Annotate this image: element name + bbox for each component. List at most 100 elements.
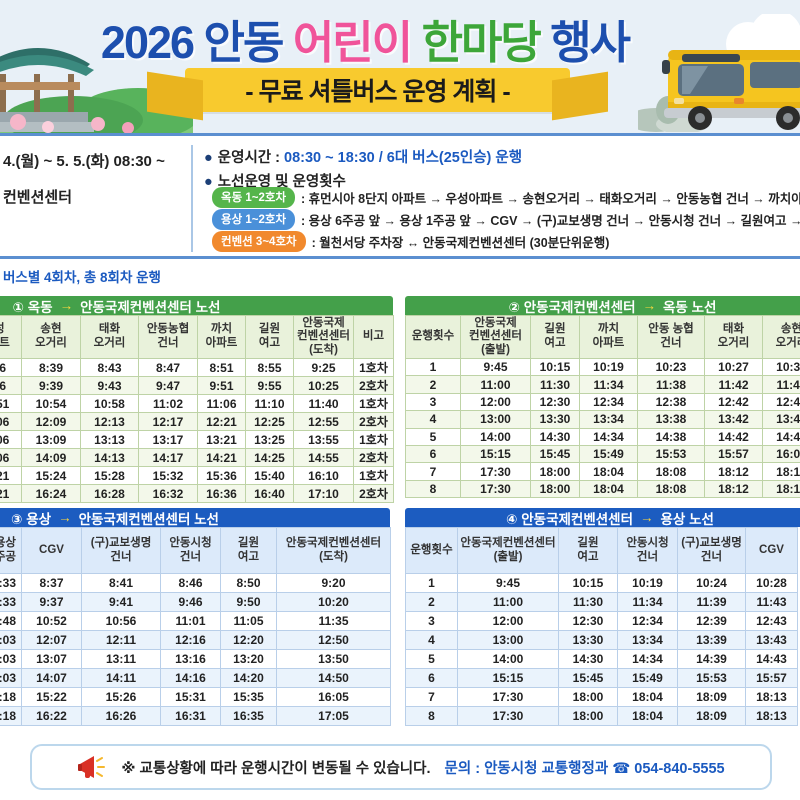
timetable-cell: 3 — [405, 392, 461, 412]
timetable-cell: 14:25 — [245, 448, 294, 467]
timetable-row: 8:338:378:418:468:509:20 — [0, 573, 391, 593]
column-header: 안동국제컨벤션센터 (출발) — [457, 527, 559, 574]
column-header: 우성 아파트 — [0, 315, 22, 359]
timetable-cell: 18:12 — [704, 479, 763, 499]
timetable-cell: 5 — [405, 427, 461, 446]
timetable-cell: 8 — [405, 706, 458, 726]
timetable-cell: 15:15 — [457, 668, 559, 688]
timetable-cell: 12:03 — [0, 630, 22, 650]
timetable-cell: 15:35 — [220, 687, 277, 707]
timetable-cell: 10:51 — [0, 394, 22, 413]
timetable-cell: 1 — [405, 357, 461, 377]
timetable-cell: 14:03 — [0, 668, 22, 688]
timetable-cell: 16:26 — [81, 706, 161, 726]
timetable-3-title-right: 안동국제컨벤션센터 노선 — [78, 511, 219, 527]
footer-notice-box: ※ 교통상황에 따라 운행시간이 변동될 수 있습니다. 문의 : 안동시청 교… — [30, 744, 772, 790]
timetable-cell: 10:25 — [293, 376, 354, 395]
timetable-cell: 14:16 — [160, 668, 221, 688]
timetable-cell: 14:34 — [617, 649, 678, 669]
timetable-cell: 11:42 — [704, 375, 763, 394]
timetable-cell: 10:58 — [80, 394, 139, 413]
timetable-cell: 6 — [405, 444, 461, 464]
timetable-cell: 2 — [405, 375, 461, 394]
timetable-cell: 18:00 — [558, 706, 618, 726]
route-row-okdong: 옥동 1~2호차 : 휴먼시아 8단지 아파트 → 우성아파트 → 송현오거리 … — [212, 187, 800, 208]
timetable-cell: 16:18 — [0, 706, 22, 726]
route-desc-okdong: : 휴먼시아 8단지 아파트 → 우성아파트 → 송현오거리 → 태화오거리 →… — [301, 192, 800, 206]
timetable-cell: 12:55 — [293, 412, 354, 431]
timetable-cell: 15:57 — [704, 444, 763, 464]
timetable-cell: 13:38 — [637, 410, 705, 429]
operation-time-line: ● 운영시간 : 08:30 ~ 18:30 / 6대 버스(25인승) 운행 — [204, 146, 522, 167]
timetable-cell: 14:06 — [0, 448, 22, 467]
timetable-cell: 15:57 — [745, 668, 798, 688]
timetable-cell: 16:40 — [245, 484, 294, 503]
timetable-3-title-left: ③ 용상 — [11, 511, 52, 527]
timetable-cell: 14:21 — [197, 448, 246, 467]
info-divider — [191, 145, 193, 252]
route-badge-yongsang: 용상 1~2호차 — [212, 209, 296, 230]
timetable-cell: 11:39 — [677, 592, 746, 612]
timetable-cell: 15:36 — [197, 466, 246, 485]
timetable-cell: 10:19 — [579, 357, 638, 377]
timetable-4-title-right: 용상 노선 — [660, 511, 714, 527]
column-header: CGV — [745, 527, 798, 574]
timetable-cell: 9:41 — [81, 592, 161, 612]
timetable-cell: 13:00 — [460, 410, 531, 429]
timetable-cell: 11:01 — [160, 611, 221, 631]
timetable-cell: 13:34 — [617, 630, 678, 650]
timetable-cell: 10:15 — [558, 573, 618, 593]
timetable-cell: 9:51 — [197, 376, 246, 395]
timetable-cell: 15:49 — [617, 668, 678, 688]
column-header: 태화 오거리 — [80, 315, 139, 359]
timetable-2-title: ② 안동국제컨벤션센터 → 옥동 노선 — [405, 296, 800, 315]
timetable-cell: 8:46 — [160, 573, 221, 593]
timetable-cell: 12:00 — [460, 392, 531, 412]
column-header: 까치 아파트 — [197, 315, 246, 359]
timetable-cell: 14:13 — [80, 448, 139, 467]
footer-notice-text: ※ 교통상황에 따라 운행시간이 변동될 수 있습니다. — [121, 760, 431, 777]
timetable-cell: 14:00 — [457, 649, 559, 669]
timetable-cell: 10:27 — [704, 357, 763, 377]
bullet-icon: ● — [204, 150, 213, 166]
timetable-row: 4 13:00 13:30 13:34 13:39 13:43 — [405, 630, 798, 650]
timetable-2-table: 운행횟수 안동국제 컨벤션센터 (출발) 길원 여고 까치 아파트 안동 농협 건너 태화… — [405, 315, 800, 499]
timetable-cell: 10:23 — [637, 357, 705, 377]
bus-body — [662, 50, 800, 130]
timetable-cell: 16:21 — [0, 484, 22, 503]
column-header: 용상 1주공 — [0, 527, 22, 574]
timetable-cell: 8:43 — [80, 358, 139, 377]
timetable-cell: 18:09 — [677, 706, 746, 726]
timetable-cell: 18:16 — [762, 479, 800, 499]
timetable-cell: 14:39 — [677, 649, 746, 669]
timetable-cell: 12:34 — [617, 611, 678, 631]
column-header: 길원 여고 — [220, 527, 277, 574]
timetable-cell: 13:50 — [276, 649, 391, 669]
timetable-row: 5 14:00 14:30 14:34 14:39 14:43 — [405, 649, 798, 669]
route-badge-convention: 컨벤션 3~4호차 — [212, 231, 306, 252]
timetable-cell: 12:43 — [745, 611, 798, 631]
timetable-cell: 13:20 — [220, 649, 277, 669]
timetable-cell: 14:55 — [293, 448, 354, 467]
title-part: 행사 — [550, 17, 631, 68]
timetable-cell: 9:55 — [245, 376, 294, 395]
timetable-cell: 14:00 — [460, 427, 531, 446]
timetable-cell: 12:42 — [704, 392, 763, 412]
timetable-cell: 15:15 — [460, 444, 531, 464]
timetable-cell: 18:04 — [617, 706, 678, 726]
